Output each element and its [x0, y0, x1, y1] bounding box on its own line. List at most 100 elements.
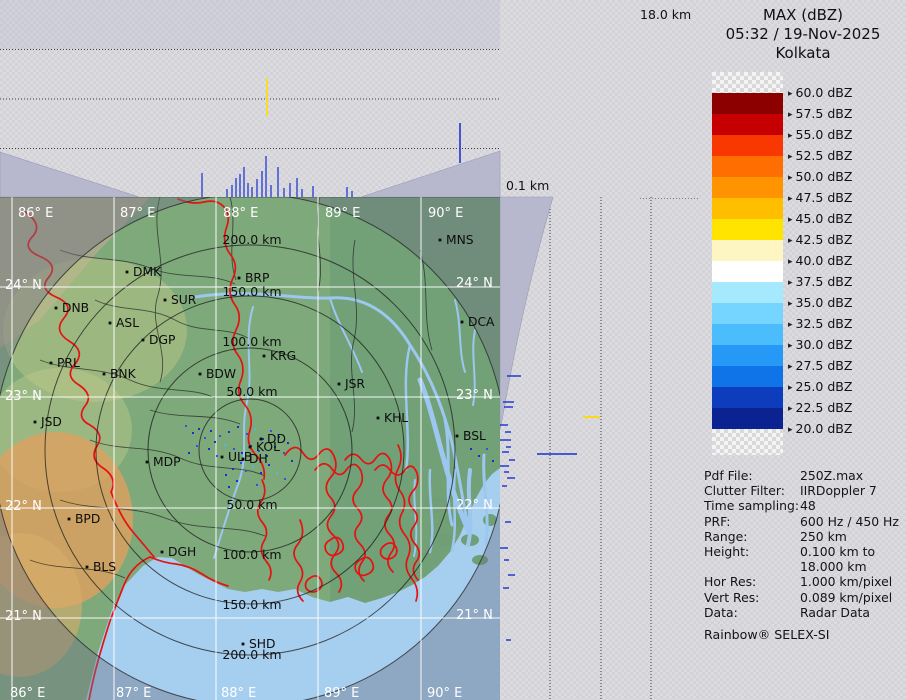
longitude-label: 86° E — [10, 686, 45, 700]
city-marker — [461, 321, 464, 324]
city-marker — [242, 458, 245, 461]
radar-site-name: Kolkata — [700, 44, 906, 63]
city-marker — [86, 566, 89, 569]
colorbar-threshold-label: ▸47.5 dBZ — [788, 190, 852, 205]
info-label — [704, 559, 800, 574]
range-ring-label: 150.0 km — [222, 597, 281, 612]
colorbar-threshold-label: ▸57.5 dBZ — [788, 106, 852, 121]
echo-pixel — [208, 448, 210, 450]
info-label: PRF: — [704, 514, 800, 529]
longitude-label: 88° E — [223, 206, 258, 221]
echo-pixel — [260, 472, 262, 474]
echo-pixel — [284, 478, 286, 480]
echo-top-spikes — [202, 156, 352, 197]
echo-pixel — [276, 472, 278, 474]
colorbar-segment — [712, 177, 783, 198]
info-value: 250 km — [800, 529, 904, 544]
colorbar-threshold-value: 37.5 dBZ — [796, 274, 853, 289]
colorbar-threshold-label: ▸52.5 dBZ — [788, 148, 852, 163]
city-marker — [263, 355, 266, 358]
city-marker — [377, 417, 380, 420]
colorbar-threshold-value: 40.0 dBZ — [796, 253, 853, 268]
latitude-label: 24° N — [456, 276, 493, 291]
info-row: Range:250 km — [704, 529, 904, 544]
echo-pixel — [219, 435, 221, 437]
colorbar-segment — [712, 240, 783, 261]
colorbar-threshold-value: 22.5 dBZ — [796, 400, 853, 415]
city-label: DMK — [133, 265, 162, 279]
colorbar-threshold-value: 30.0 dBZ — [796, 337, 853, 352]
colorbar-threshold-label: ▸50.0 dBZ — [788, 169, 852, 184]
info-row: Pdf File:250Z.max — [704, 468, 904, 483]
city-marker — [164, 299, 167, 302]
echo-pixel — [188, 452, 190, 454]
info-value: 0.100 km to — [800, 544, 904, 559]
top-panel-upper-band — [0, 0, 500, 49]
city-label: KRG — [270, 349, 296, 363]
info-row: Clutter Filter:IIRDoppler 7 — [704, 483, 904, 498]
info-label: Vert Res: — [704, 590, 800, 605]
colorbar-tick-icon: ▸ — [788, 215, 793, 225]
height-axis-origin-label: 0.1 km — [506, 178, 549, 193]
info-row: Vert Res:0.089 km/pixel — [704, 590, 904, 605]
colorbar-threshold-label: ▸25.0 dBZ — [788, 379, 852, 394]
echo-pixel — [252, 466, 254, 468]
city-label: PRL — [57, 356, 80, 370]
colorbar-tick-icon: ▸ — [788, 404, 793, 414]
echo-pixel — [198, 428, 200, 430]
radar-map: 200.0 km150.0 km100.0 km50.0 km50.0 km10… — [0, 194, 506, 700]
echo-pixel — [470, 448, 472, 450]
colorbar-segment — [712, 219, 783, 240]
echo-pixel — [478, 455, 480, 457]
city-label: BLS — [93, 560, 116, 574]
info-row: 18.000 km — [704, 559, 904, 574]
colorbar-threshold-label: ▸60.0 dBZ — [788, 85, 852, 100]
range-ring-label: 150.0 km — [222, 284, 281, 299]
city-label: MNS — [446, 233, 474, 247]
info-value: IIRDoppler 7 — [800, 483, 904, 498]
info-label: Hor Res: — [704, 574, 800, 589]
info-label: Time sampling: — [704, 498, 800, 513]
colorbar-tick-icon: ▸ — [788, 341, 793, 351]
echo-pixel — [192, 432, 194, 434]
latitude-label: 21° N — [5, 609, 42, 624]
beam-limit-wedge-top — [500, 197, 553, 430]
info-row: Height:0.100 km to — [704, 544, 904, 559]
city-label: BPD — [75, 512, 100, 526]
info-row: Hor Res:1.000 km/pixel — [704, 574, 904, 589]
echo-pixel — [224, 444, 226, 446]
colorbar-segment — [712, 135, 783, 156]
colorbar-segment — [712, 156, 783, 177]
echo-pixel — [245, 470, 247, 472]
info-label: Clutter Filter: — [704, 483, 800, 498]
colorbar-threshold-label: ▸37.5 dBZ — [788, 274, 852, 289]
colorbar-tick-icon: ▸ — [788, 152, 793, 162]
city-marker — [439, 239, 442, 242]
info-value: 48 — [800, 498, 904, 513]
echo-pixel — [225, 474, 227, 476]
city-label: ASL — [116, 316, 139, 330]
range-ring-label: 200.0 km — [222, 232, 281, 247]
echo-pixel — [237, 426, 239, 428]
product-datetime: 05:32 / 19-Nov-2025 — [700, 25, 906, 44]
latitude-label: 21° N — [456, 608, 493, 623]
echo-pixel — [291, 460, 293, 462]
city-marker — [249, 446, 252, 449]
city-label: MDP — [153, 455, 181, 469]
city-label: SHD — [249, 637, 276, 651]
info-row: Data:Radar Data — [704, 605, 904, 620]
echo-pixel — [196, 445, 198, 447]
longitude-label: 90° E — [428, 206, 463, 221]
city-label: JSD — [40, 415, 62, 429]
colorbar-threshold-label: ▸35.0 dBZ — [788, 295, 852, 310]
colorbar-threshold-value: 60.0 dBZ — [796, 85, 853, 100]
echo-pixel — [254, 428, 256, 430]
longitude-label: 86° E — [18, 206, 53, 221]
colorbar-tick-icon: ▸ — [788, 320, 793, 330]
city-marker — [34, 421, 37, 424]
colorbar-tick-icon: ▸ — [788, 383, 793, 393]
colorbar-segment — [712, 261, 783, 282]
echo-pixel — [283, 452, 285, 454]
city-marker — [103, 373, 106, 376]
height-axis-max-label: 18.0 km — [640, 7, 691, 22]
